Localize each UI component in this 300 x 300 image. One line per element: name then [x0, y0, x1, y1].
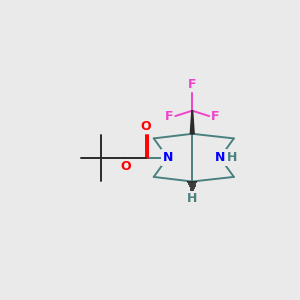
- Text: F: F: [165, 110, 174, 123]
- Text: H: H: [187, 192, 197, 205]
- Text: F: F: [211, 110, 219, 123]
- Text: F: F: [188, 78, 196, 92]
- Text: N: N: [162, 151, 173, 164]
- Polygon shape: [190, 111, 194, 134]
- Text: H: H: [227, 151, 237, 164]
- Text: N: N: [215, 151, 225, 164]
- Text: O: O: [141, 120, 152, 133]
- Polygon shape: [192, 111, 193, 134]
- Text: O: O: [121, 160, 131, 173]
